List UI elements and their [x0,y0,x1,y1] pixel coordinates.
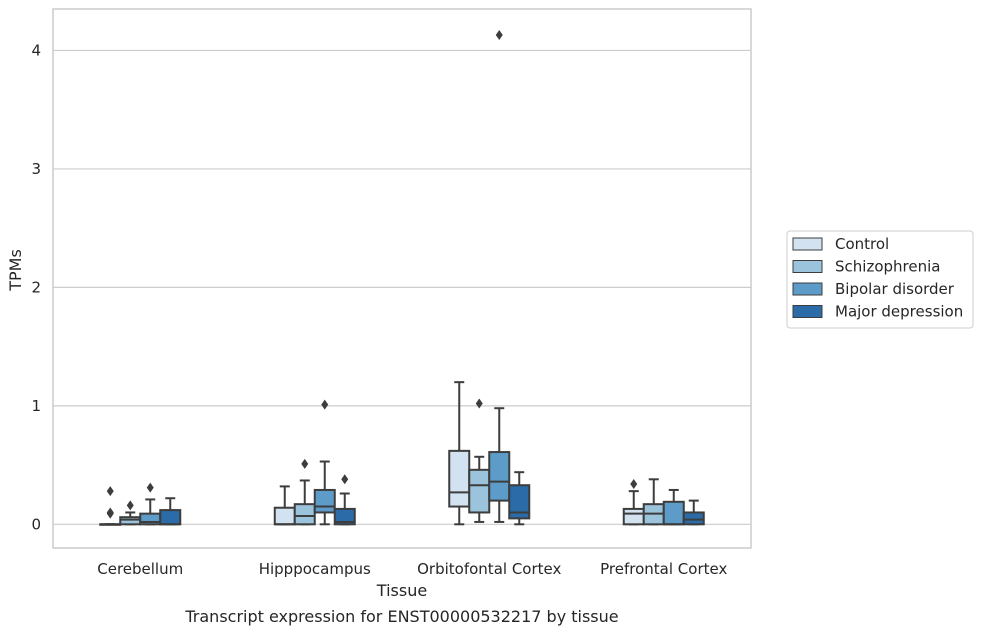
y-tick-label: 3 [31,160,41,178]
plot-area: 0 1 2 3 4 Cerebellum Hipppocampus Orbitofontal … [31,8,752,578]
box-schizophrenia [119,500,142,526]
legend-label: Schizophrenia [835,258,940,276]
y-axis-label: TPMs [6,249,25,292]
legend-swatch [792,260,823,273]
outlier-point [321,399,329,410]
box-major-depression [682,499,705,526]
outlier-point [341,474,349,485]
y-tick-label: 4 [31,41,41,59]
box-body [293,503,316,526]
legend-frame [786,230,974,329]
legend-label: Control [835,235,889,253]
x-tick-label: Orbitofontal Cortex [417,560,561,578]
legend-swatch [792,305,823,318]
box-schizophrenia [468,398,491,523]
box-body [682,511,705,526]
outlier-point [106,507,114,518]
box-body [159,509,182,526]
box-body [119,516,142,526]
x-tick-label: Hipppocampus [259,560,371,578]
box-body [488,451,511,502]
chart-caption: Transcript expression for ENST0000053221… [184,607,618,626]
outlier-point [475,398,483,409]
legend-label: Major depression [835,303,963,321]
box-body [662,500,685,526]
box-body [508,484,531,520]
legend-swatch [792,282,823,296]
box-control [448,381,471,526]
x-tick-label: Prefrontal Cortex [600,560,727,578]
outlier-point [630,479,638,490]
box-schizophrenia [293,458,316,526]
box-control [622,479,645,526]
outlier-point [301,458,309,469]
box-body [448,449,471,508]
x-tick-label: Cerebellum [97,560,183,578]
legend-label: Bipolar disorder [835,280,955,298]
y-tick-label: 1 [31,397,41,415]
box-bipolar-disorder [662,488,685,526]
plot-frame [52,8,752,549]
box-bipolar-disorder [488,30,511,523]
outlier-point [126,500,134,511]
legend-swatch [792,237,823,251]
box-control [99,486,122,526]
legend: Control Schizophrenia Bipolar disorder Majo… [786,230,974,329]
outlier-point [146,482,154,493]
box-major-depression [159,497,182,526]
y-tick-label: 0 [31,515,41,533]
box-body [313,488,336,514]
box-bipolar-disorder [313,399,336,526]
x-axis-label: Tissue [376,581,427,600]
outlier-point [495,30,503,41]
box-major-depression [333,474,356,526]
outlier-point [106,486,114,497]
box-body [468,468,491,514]
box-control [273,485,296,526]
box-body [273,506,296,526]
box-major-depression [508,471,531,526]
box-body [333,507,356,526]
box-bipolar-disorder [139,482,162,526]
y-tick-label: 2 [31,278,41,296]
box-schizophrenia [642,478,665,526]
box-body [622,507,645,526]
